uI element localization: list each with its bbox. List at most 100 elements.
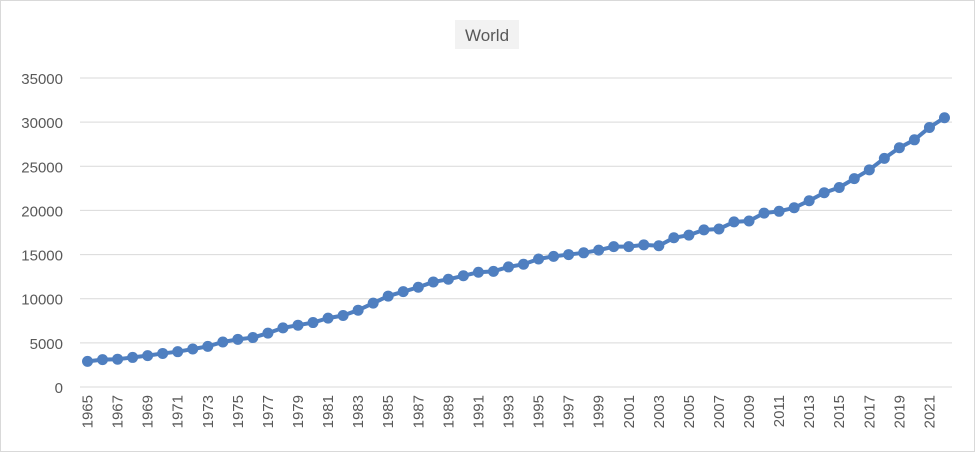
- data-point: [878, 152, 890, 164]
- data-point: [728, 216, 740, 228]
- data-point: [157, 347, 169, 359]
- x-tick-label: 1965: [80, 395, 97, 428]
- data-point: [487, 265, 499, 277]
- x-tick-label: 1997: [561, 395, 578, 428]
- data-point: [908, 134, 920, 146]
- x-tick-label: 2005: [681, 395, 698, 428]
- chart-title-group: World: [455, 20, 519, 49]
- y-tick-label: 10000: [21, 292, 63, 309]
- data-point: [172, 346, 184, 358]
- x-tick-label: 1999: [591, 395, 608, 428]
- data-point: [427, 276, 439, 288]
- data-point: [773, 205, 785, 217]
- data-point: [518, 258, 530, 270]
- data-point: [758, 207, 770, 219]
- x-tick-label: 1989: [440, 395, 457, 428]
- y-tick-label: 35000: [21, 71, 63, 88]
- data-point: [337, 309, 349, 321]
- data-point: [923, 121, 935, 133]
- x-tick-label: 1987: [410, 395, 427, 428]
- x-tick-label: 1975: [230, 395, 247, 428]
- data-point: [893, 142, 905, 154]
- y-tick-label: 5000: [30, 336, 63, 353]
- data-point: [563, 249, 575, 261]
- x-tick-label: 1979: [290, 395, 307, 428]
- x-tick-label: 2011: [771, 395, 788, 427]
- data-point: [82, 355, 94, 367]
- data-point: [938, 112, 950, 124]
- y-tick-label: 0: [55, 380, 63, 397]
- data-point: [698, 224, 710, 236]
- data-point: [668, 232, 680, 244]
- data-point: [548, 250, 560, 262]
- y-tick-label: 15000: [21, 248, 63, 265]
- chart-title-background: [455, 20, 519, 49]
- x-tick-label: 1973: [200, 395, 217, 428]
- data-point: [848, 173, 860, 185]
- data-point: [412, 281, 424, 293]
- y-tick-label: 25000: [21, 159, 63, 176]
- x-tick-label: 1983: [350, 395, 367, 428]
- data-point: [593, 244, 605, 256]
- x-tick-label: 2007: [711, 395, 728, 428]
- data-point: [442, 273, 454, 285]
- x-tick-label: 1993: [500, 395, 517, 428]
- data-point: [217, 336, 229, 348]
- data-point: [623, 241, 635, 253]
- data-point: [202, 340, 214, 352]
- data-point: [352, 304, 364, 316]
- data-point: [713, 223, 725, 235]
- data-point: [112, 353, 124, 365]
- data-point: [127, 351, 139, 363]
- x-tick-label: 2001: [621, 395, 638, 428]
- data-point: [833, 181, 845, 193]
- x-tick-label: 1967: [110, 395, 127, 428]
- x-tick-label: 1969: [140, 395, 157, 428]
- x-tick-label: 1981: [320, 395, 337, 428]
- data-point: [187, 343, 199, 355]
- data-point: [97, 354, 109, 366]
- x-tick-label: 1985: [380, 395, 397, 428]
- data-point: [788, 202, 800, 214]
- data-point: [292, 319, 304, 331]
- data-point: [502, 261, 514, 273]
- x-tick-label: 2013: [801, 395, 818, 428]
- x-tick-label: 1971: [170, 395, 187, 428]
- x-tick-label: 2021: [921, 395, 938, 428]
- data-point: [457, 270, 469, 282]
- chart-title: World: [465, 26, 509, 45]
- data-point: [608, 241, 620, 253]
- data-point: [262, 327, 274, 339]
- x-axis-tick-labels: 1965 1967 1969 1971 1973 1975 1977 1979 1981 1983…: [80, 395, 939, 428]
- data-point: [277, 322, 289, 334]
- data-point: [472, 266, 484, 278]
- y-tick-label: 20000: [21, 203, 63, 220]
- data-point: [818, 187, 830, 199]
- data-point: [743, 215, 755, 227]
- data-point: [653, 240, 665, 252]
- data-point: [367, 297, 379, 309]
- data-point: [307, 317, 319, 329]
- data-point: [142, 350, 154, 362]
- data-point: [638, 239, 650, 251]
- series-line: [85, 115, 947, 364]
- data-point: [232, 333, 244, 345]
- data-point: [578, 247, 590, 259]
- y-tick-label: 30000: [21, 115, 63, 132]
- data-points: [82, 112, 950, 367]
- x-tick-label: 2009: [741, 395, 758, 428]
- x-tick-label: 2003: [651, 395, 668, 428]
- data-point: [322, 312, 334, 324]
- data-point: [683, 229, 695, 241]
- x-tick-label: 1977: [260, 395, 277, 428]
- x-tick-label: 1995: [531, 395, 548, 428]
- x-tick-label: 2017: [861, 395, 878, 428]
- data-point: [247, 332, 259, 344]
- data-point: [382, 290, 394, 302]
- data-point: [803, 195, 815, 207]
- data-point: [863, 164, 875, 176]
- x-tick-label: 2019: [891, 395, 908, 428]
